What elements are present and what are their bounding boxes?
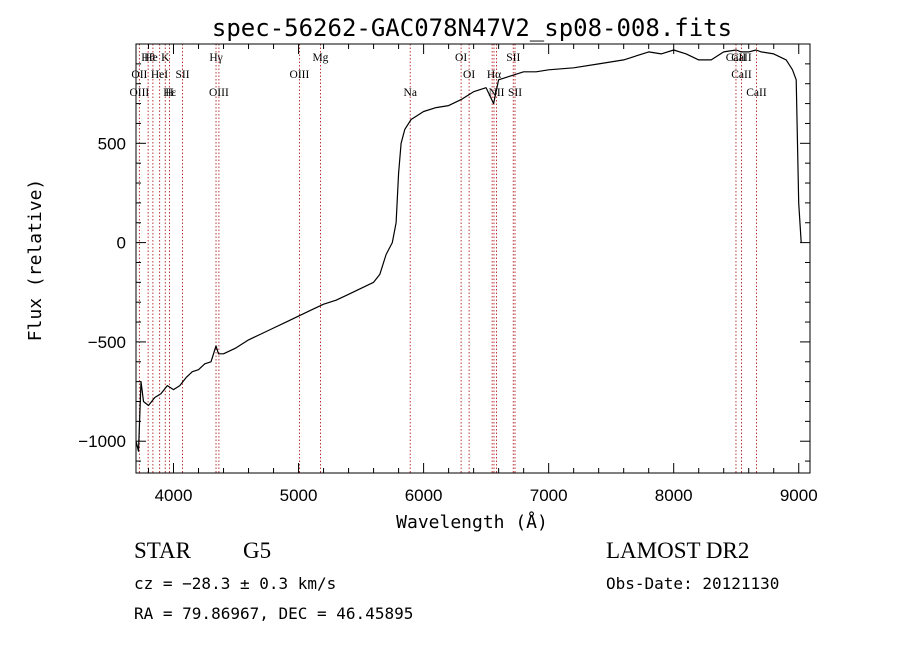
spectrum-chart: spec-56262-GAC078N47V2_sp08-008.fits 400… (25, 14, 818, 533)
spectrum-line (135, 49, 802, 452)
x-tick-label: 9000 (780, 486, 818, 505)
coordinates: RA = 79.86967, DEC = 46.45895 (134, 604, 414, 623)
line-annotation: CaII (731, 69, 752, 81)
x-tick-label: 4000 (155, 486, 193, 505)
line-annotation: SII (506, 52, 520, 64)
line-annotation: Hε (163, 87, 176, 99)
line-annotation: He (144, 52, 157, 64)
line-annotation: CaII (726, 52, 747, 64)
line-annotation: Hα (487, 69, 501, 81)
line-annotation: Hγ (209, 52, 222, 64)
line-annotation: Hθ (141, 52, 155, 64)
line-annotation: H (165, 87, 173, 99)
line-annotation: K (161, 52, 170, 64)
object-type: STAR (134, 538, 191, 563)
x-tick-label: 6000 (405, 486, 443, 505)
y-axis-label: Flux (relative) (25, 179, 46, 342)
y-tick-label: 500 (98, 134, 126, 153)
plot-frame (135, 43, 811, 474)
line-annotation: Mg (312, 52, 328, 64)
line-annotation: OI (463, 69, 475, 81)
y-tick-label: −1000 (78, 432, 126, 451)
line-annotation: NII (489, 87, 505, 99)
line-annotation: OIII (290, 69, 310, 81)
line-annotation: CaII (746, 87, 767, 99)
line-annotation: Na (404, 87, 417, 99)
line-annotation: SII (175, 69, 189, 81)
line-annotation: CaII (731, 52, 752, 64)
line-annotation: HeI (151, 69, 168, 81)
spectral-subclass: G5 (243, 538, 272, 563)
y-tick-label: −500 (88, 333, 126, 352)
y-tick-label: 0 (117, 234, 126, 253)
survey-name: LAMOST DR2 (606, 538, 750, 563)
line-annotation: SII (508, 87, 522, 99)
line-annotation: OIII (129, 87, 149, 99)
line-annotation: OIII (209, 87, 229, 99)
x-tick-label: 5000 (280, 486, 318, 505)
x-tick-label: 7000 (530, 486, 568, 505)
obs-date: Obs-Date: 20121130 (606, 574, 780, 593)
line-annotation: OII (131, 69, 147, 81)
x-tick-label: 8000 (655, 486, 693, 505)
chart-title: spec-56262-GAC078N47V2_sp08-008.fits (212, 14, 732, 42)
x-axis-label: Wavelength (Å) (396, 511, 548, 533)
line-annotation: OI (455, 52, 467, 64)
redshift-readout: cz = −28.3 ± 0.3 km/s (134, 574, 337, 593)
